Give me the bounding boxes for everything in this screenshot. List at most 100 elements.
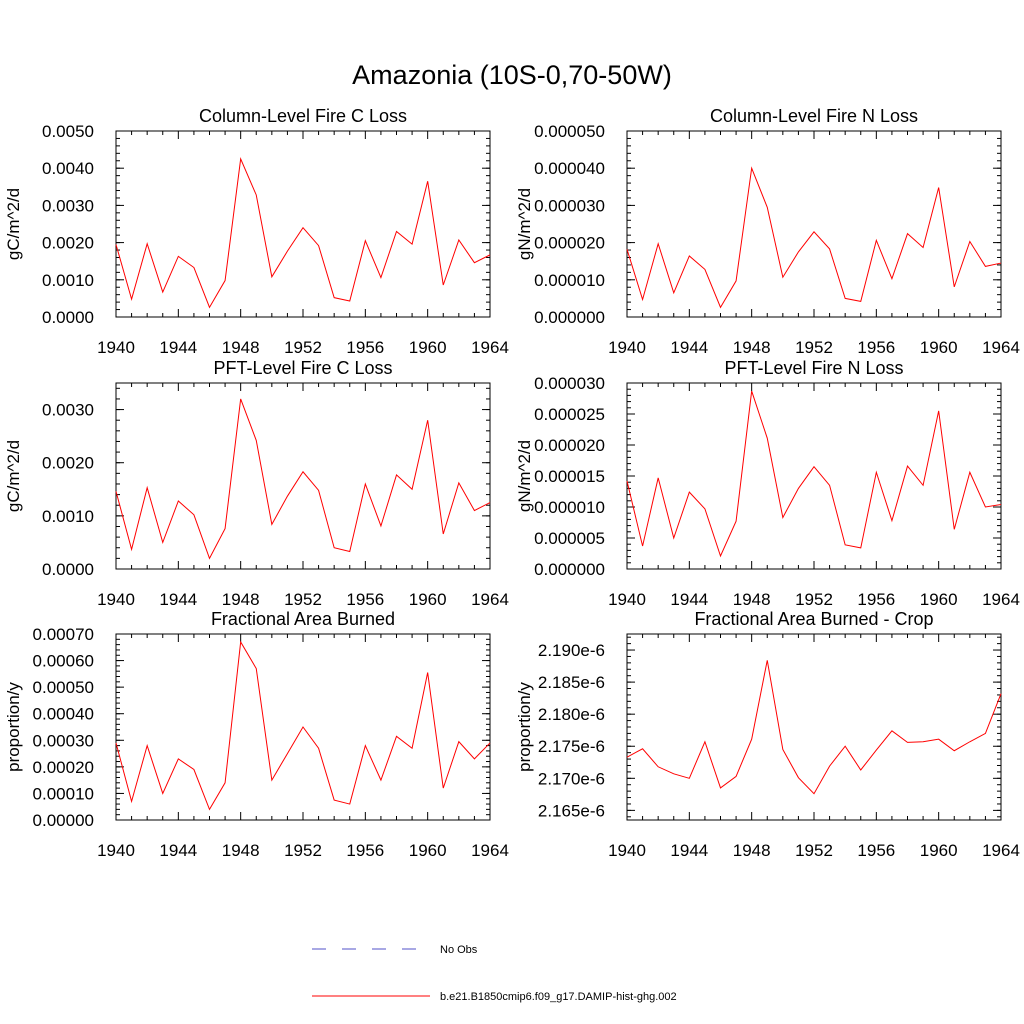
chart-panel: Column-Level Fire N Loss gN/m^2/d 1940 1944… bbox=[515, 106, 1020, 357]
x-tick-label: 1952 bbox=[284, 590, 322, 609]
x-tick-label: 1952 bbox=[284, 841, 322, 860]
legend-label-no-obs: No Obs bbox=[440, 944, 478, 956]
x-tick-label: 1940 bbox=[97, 338, 135, 357]
x-tick-label: 1960 bbox=[409, 841, 447, 860]
x-tick-label: 1948 bbox=[733, 841, 771, 860]
series-line bbox=[626, 390, 1002, 558]
series-line bbox=[626, 660, 1002, 795]
y-tick-label: 0.0010 bbox=[42, 507, 94, 526]
y-tick-label: 0.000030 bbox=[534, 374, 605, 393]
x-tick-label: 1952 bbox=[795, 590, 833, 609]
x-tick-label: 1964 bbox=[471, 338, 509, 357]
y-tick-label: 0.000000 bbox=[534, 308, 605, 327]
panel-title: PFT-Level Fire N Loss bbox=[724, 358, 903, 378]
x-tick-label: 1944 bbox=[670, 338, 708, 357]
plot-frame bbox=[626, 130, 1002, 318]
y-tick-label: 0.000040 bbox=[534, 159, 605, 178]
x-tick-label: 1964 bbox=[471, 841, 509, 860]
y-tick-label: 0.000010 bbox=[534, 271, 605, 290]
x-tick-label: 1952 bbox=[795, 841, 833, 860]
y-tick-label: 0.0030 bbox=[42, 196, 94, 215]
y-axis-label: gN/m^2/d bbox=[515, 188, 534, 260]
x-tick-label: 1960 bbox=[920, 841, 958, 860]
x-tick-label: 1944 bbox=[159, 590, 197, 609]
y-tick-label: 0.00030 bbox=[33, 731, 94, 750]
x-tick-label: 1952 bbox=[795, 338, 833, 357]
x-tick-label: 1952 bbox=[284, 338, 322, 357]
x-tick-label: 1956 bbox=[346, 841, 384, 860]
y-tick-label: 0.000010 bbox=[534, 498, 605, 517]
y-tick-label: 0.00050 bbox=[33, 678, 94, 697]
x-tick-label: 1960 bbox=[409, 590, 447, 609]
panel-title: PFT-Level Fire C Loss bbox=[213, 358, 392, 378]
y-tick-label: 0.000050 bbox=[534, 122, 605, 141]
y-tick-label: 2.175e-6 bbox=[538, 737, 605, 756]
x-tick-label: 1956 bbox=[857, 590, 895, 609]
y-tick-label: 0.000020 bbox=[534, 234, 605, 253]
legend-label-model: b.e21.B1850cmip6.f09_g17.DAMIP-hist-ghg.… bbox=[440, 991, 677, 1003]
y-tick-label: 0.000000 bbox=[534, 560, 605, 579]
panel-title: Column-Level Fire C Loss bbox=[199, 106, 407, 126]
x-tick-label: 1948 bbox=[733, 338, 771, 357]
y-tick-label: 0.000030 bbox=[534, 196, 605, 215]
y-tick-label: 0.000025 bbox=[534, 405, 605, 424]
y-tick-label: 2.170e-6 bbox=[538, 769, 605, 788]
legend: No Obs b.e21.B1850cmip6.f09_g17.DAMIP-hi… bbox=[312, 944, 677, 1003]
y-axis-label: proportion/y bbox=[515, 682, 534, 772]
y-tick-label: 0.0010 bbox=[42, 271, 94, 290]
y-tick-label: 0.00060 bbox=[33, 652, 94, 671]
series-line bbox=[115, 398, 491, 560]
x-tick-label: 1960 bbox=[409, 338, 447, 357]
series-line bbox=[115, 640, 491, 811]
chart-panel: Fractional Area Burned proportion/y 1940 19… bbox=[4, 609, 509, 860]
x-tick-label: 1944 bbox=[159, 841, 197, 860]
x-tick-label: 1956 bbox=[857, 338, 895, 357]
y-tick-label: 0.00020 bbox=[33, 758, 94, 777]
x-tick-label: 1940 bbox=[608, 590, 646, 609]
y-tick-label: 0.00010 bbox=[33, 784, 94, 803]
y-tick-label: 0.0030 bbox=[42, 401, 94, 420]
panel-title: Column-Level Fire N Loss bbox=[710, 106, 918, 126]
x-tick-label: 1956 bbox=[857, 841, 895, 860]
x-tick-label: 1940 bbox=[97, 841, 135, 860]
y-tick-label: 0.0020 bbox=[42, 234, 94, 253]
x-tick-label: 1956 bbox=[346, 338, 384, 357]
x-tick-label: 1944 bbox=[670, 841, 708, 860]
y-tick-label: 0.00040 bbox=[33, 705, 94, 724]
x-tick-label: 1948 bbox=[222, 338, 260, 357]
plot-frame bbox=[115, 382, 491, 570]
y-tick-label: 0.0000 bbox=[42, 308, 94, 327]
x-tick-label: 1964 bbox=[982, 338, 1020, 357]
series-line bbox=[115, 157, 491, 309]
chart-panel: PFT-Level Fire C Loss gC/m^2/d 1940 1944 194… bbox=[4, 358, 509, 609]
x-tick-label: 1964 bbox=[471, 590, 509, 609]
x-tick-label: 1944 bbox=[159, 338, 197, 357]
x-tick-label: 1960 bbox=[920, 590, 958, 609]
y-tick-label: 0.00070 bbox=[33, 625, 94, 644]
x-tick-label: 1944 bbox=[670, 590, 708, 609]
y-tick-label: 2.180e-6 bbox=[538, 705, 605, 724]
y-tick-label: 2.185e-6 bbox=[538, 673, 605, 692]
y-tick-label: 0.00000 bbox=[33, 811, 94, 830]
series-line bbox=[626, 166, 1002, 309]
chart-panel: Column-Level Fire C Loss gC/m^2/d 1940 1944… bbox=[4, 106, 509, 357]
page-title: Amazonia (10S-0,70-50W) bbox=[352, 60, 672, 90]
y-tick-label: 2.190e-6 bbox=[538, 641, 605, 660]
panel-title: Fractional Area Burned bbox=[211, 609, 395, 629]
x-tick-label: 1940 bbox=[608, 841, 646, 860]
x-tick-label: 1948 bbox=[222, 841, 260, 860]
chart-panel: PFT-Level Fire N Loss gN/m^2/d 1940 1944 194… bbox=[515, 358, 1020, 609]
y-tick-label: 0.000005 bbox=[534, 529, 605, 548]
chart-panel: Fractional Area Burned - Crop proportion/… bbox=[515, 609, 1020, 860]
y-tick-label: 0.0040 bbox=[42, 159, 94, 178]
x-tick-label: 1964 bbox=[982, 841, 1020, 860]
x-tick-label: 1960 bbox=[920, 338, 958, 357]
y-axis-label: proportion/y bbox=[4, 682, 23, 772]
plot-frame bbox=[626, 382, 1002, 570]
y-axis-label: gN/m^2/d bbox=[515, 440, 534, 512]
x-tick-label: 1940 bbox=[97, 590, 135, 609]
y-axis-label: gC/m^2/d bbox=[4, 440, 23, 512]
y-tick-label: 0.0050 bbox=[42, 122, 94, 141]
x-tick-label: 1940 bbox=[608, 338, 646, 357]
